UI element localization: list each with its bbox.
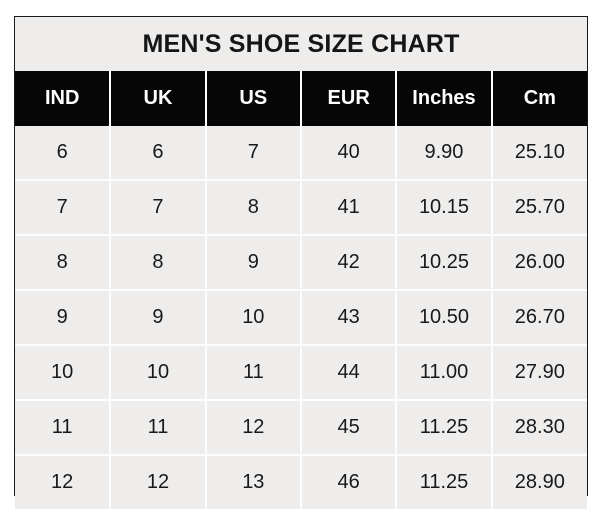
cell-uk: 9 [110,290,207,346]
cell-cm: 26.00 [491,235,587,291]
cell-us: 7 [205,126,302,181]
cell-inches: 10.15 [396,180,493,236]
table-row: 12 12 13 46 11.25 28.90 [15,455,587,509]
cell-uk: 6 [110,126,207,181]
table-row: 10 10 11 44 11.00 27.90 [15,345,587,401]
cell-inches: 10.25 [396,235,493,291]
cell-ind: 7 [15,180,112,236]
column-header-ind: IND [15,71,112,126]
column-header-uk: UK [110,71,207,126]
cell-eur: 45 [300,400,398,456]
cell-cm: 26.70 [491,290,587,346]
cell-uk: 7 [110,180,207,236]
column-header-cm: Cm [491,71,587,126]
table-header-row: IND UK US EUR Inches Cm [15,71,587,126]
cell-cm: 28.90 [491,455,587,509]
table-row: 8 8 9 42 10.25 26.00 [15,235,587,291]
cell-eur: 42 [300,235,398,291]
cell-us: 8 [205,180,302,236]
column-header-eur: EUR [300,71,398,126]
cell-inches: 11.00 [396,345,493,401]
cell-cm: 27.90 [491,345,587,401]
size-chart-container: MEN'S SHOE SIZE CHART IND UK US EUR Inch… [14,16,588,509]
cell-us: 12 [205,400,302,456]
cell-inches: 10.50 [396,290,493,346]
cell-us: 9 [205,235,302,291]
cell-eur: 43 [300,290,398,346]
column-header-us: US [205,71,302,126]
cell-ind: 8 [15,235,112,291]
cell-ind: 9 [15,290,112,346]
cell-us: 13 [205,455,302,509]
table-row: 7 7 8 41 10.15 25.70 [15,180,587,236]
cell-ind: 6 [15,126,112,181]
cell-ind: 11 [15,400,112,456]
cell-inches: 9.90 [396,126,493,181]
cell-eur: 44 [300,345,398,401]
cell-uk: 8 [110,235,207,291]
cell-us: 11 [205,345,302,401]
table-header: IND UK US EUR Inches Cm [15,71,587,126]
cell-us: 10 [205,290,302,346]
cell-uk: 10 [110,345,207,401]
cell-cm: 28.30 [491,400,587,456]
cell-uk: 12 [110,455,207,509]
cell-inches: 11.25 [396,400,493,456]
cell-inches: 11.25 [396,455,493,509]
cell-cm: 25.10 [491,126,587,181]
cell-eur: 41 [300,180,398,236]
cell-eur: 46 [300,455,398,509]
cell-ind: 12 [15,455,112,509]
cell-cm: 25.70 [491,180,587,236]
size-chart-table: IND UK US EUR Inches Cm 6 6 7 40 9.90 25… [15,71,587,509]
table-row: 6 6 7 40 9.90 25.10 [15,126,587,181]
cell-uk: 11 [110,400,207,456]
table-body: 6 6 7 40 9.90 25.10 7 7 8 41 10.15 25.70… [15,126,587,509]
cell-ind: 10 [15,345,112,401]
table-row: 9 9 10 43 10.50 26.70 [15,290,587,346]
cell-eur: 40 [300,126,398,181]
table-row: 11 11 12 45 11.25 28.30 [15,400,587,456]
column-header-inches: Inches [396,71,493,126]
chart-title: MEN'S SHOE SIZE CHART [15,17,587,71]
